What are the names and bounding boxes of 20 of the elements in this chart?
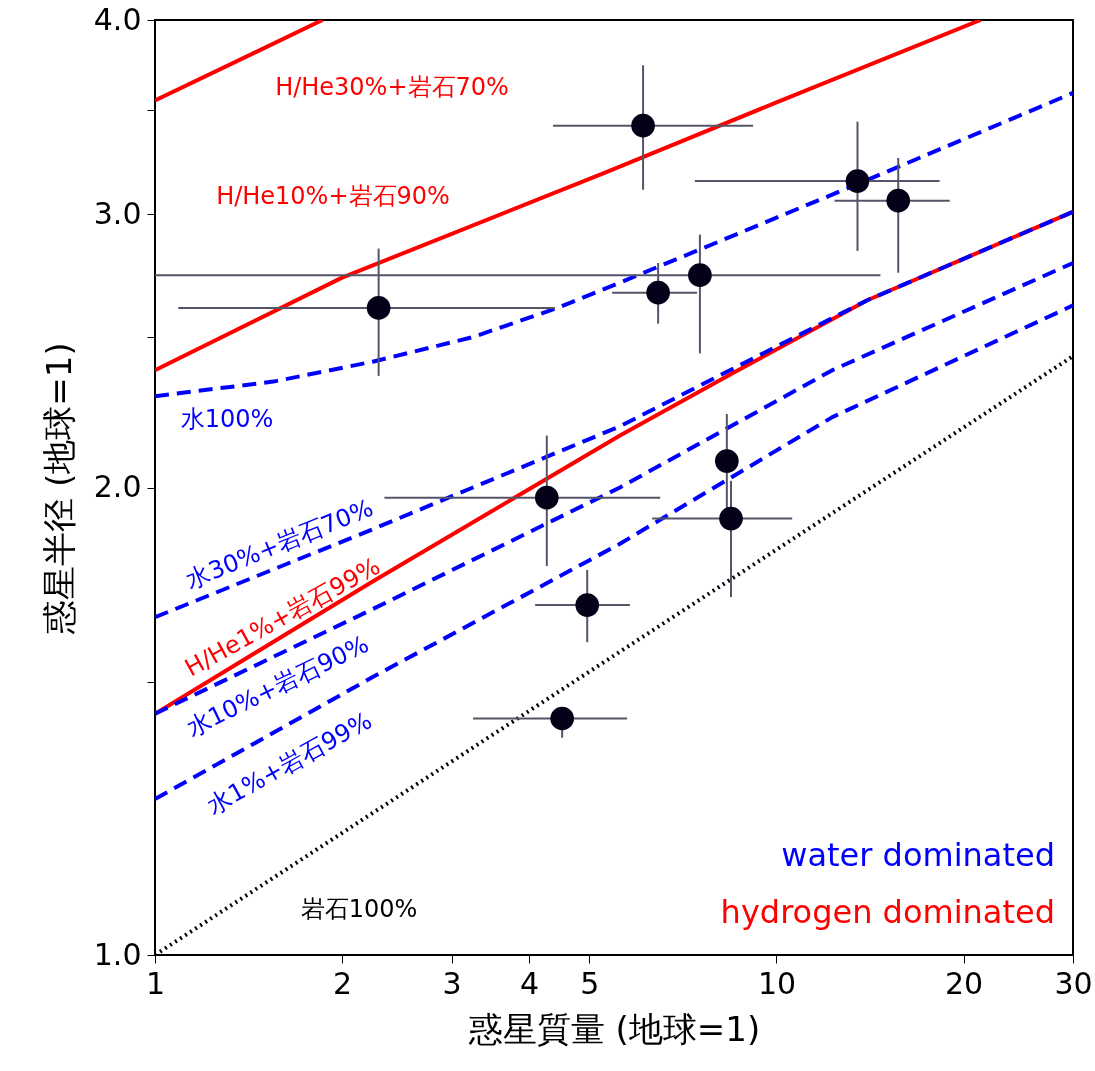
annotation: hydrogen dominated xyxy=(720,893,1055,931)
y-axis-title: 惑星半径 (地球=1) xyxy=(38,342,79,635)
x-tick-label: 20 xyxy=(944,965,984,1001)
x-axis-title: 惑星質量 (地球=1) xyxy=(467,1008,761,1049)
y-tick-label: 3.0 xyxy=(93,195,142,231)
x-tick-label: 2 xyxy=(333,965,353,1001)
series-label: 岩石100% xyxy=(300,895,418,923)
y-tick-label: 2.0 xyxy=(93,469,142,504)
x-tick-label: 10 xyxy=(757,965,797,1001)
series-label: H/He10%+岩石90% xyxy=(216,182,450,210)
x-tick-label: 3 xyxy=(442,965,462,1001)
y-tick-label: 4.0 xyxy=(93,1,142,37)
x-tick-label: 4 xyxy=(520,965,540,1001)
series-label: 水100% xyxy=(180,405,274,433)
x-tick-label: 1 xyxy=(145,965,166,1001)
y-tick-label: 1.0 xyxy=(93,936,142,972)
x-tick-label: 5 xyxy=(580,965,600,1001)
x-tick-label: 30 xyxy=(1054,965,1093,1001)
series-label: H/He30%+岩石70% xyxy=(275,73,509,101)
annotation: water dominated xyxy=(781,836,1055,874)
